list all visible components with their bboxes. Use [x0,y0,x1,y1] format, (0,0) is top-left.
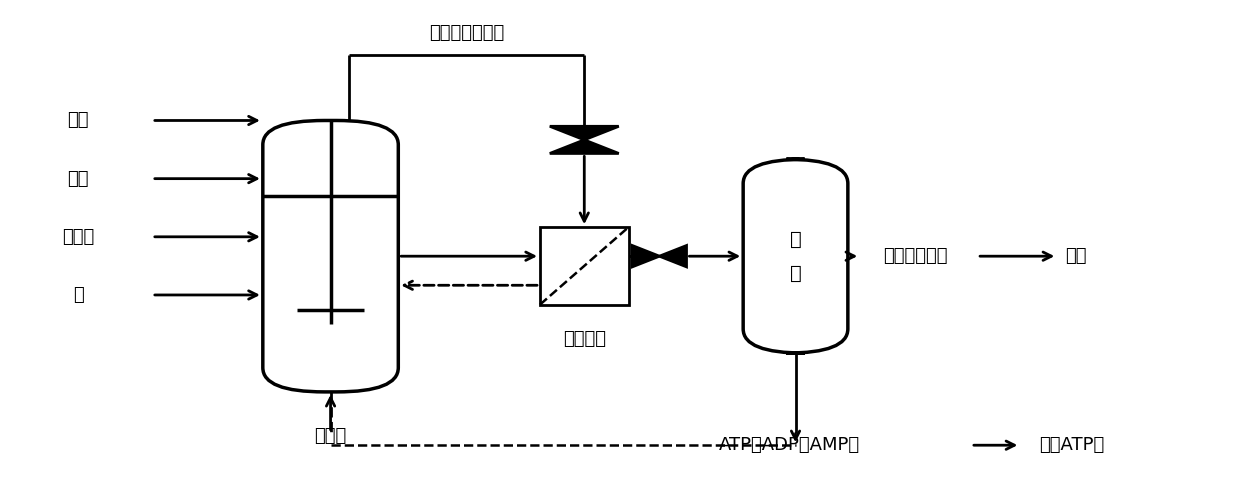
Text: 盐离子: 盐离子 [62,228,94,246]
Polygon shape [632,246,660,267]
FancyBboxPatch shape [263,120,398,392]
Polygon shape [549,140,619,153]
Text: 产品: 产品 [1065,247,1086,265]
FancyBboxPatch shape [743,159,848,353]
Text: ATP、ADP、AMP等: ATP、ADP、AMP等 [718,436,859,454]
Text: 过滤设备: 过滤设备 [563,330,606,348]
Text: （酶回收利用）: （酶回收利用） [429,24,505,42]
Text: （后续处理）: （后续处理） [883,247,947,265]
Text: 储
罐: 储 罐 [790,230,801,282]
Text: 生产ATP等: 生产ATP等 [1039,436,1104,454]
Polygon shape [549,126,619,140]
Text: 反应罐: 反应罐 [315,426,347,445]
Polygon shape [660,246,687,267]
Bar [539,227,629,305]
Text: 腺苷: 腺苷 [67,170,89,188]
Text: 酶: 酶 [73,286,83,304]
Text: 底物: 底物 [67,111,89,130]
